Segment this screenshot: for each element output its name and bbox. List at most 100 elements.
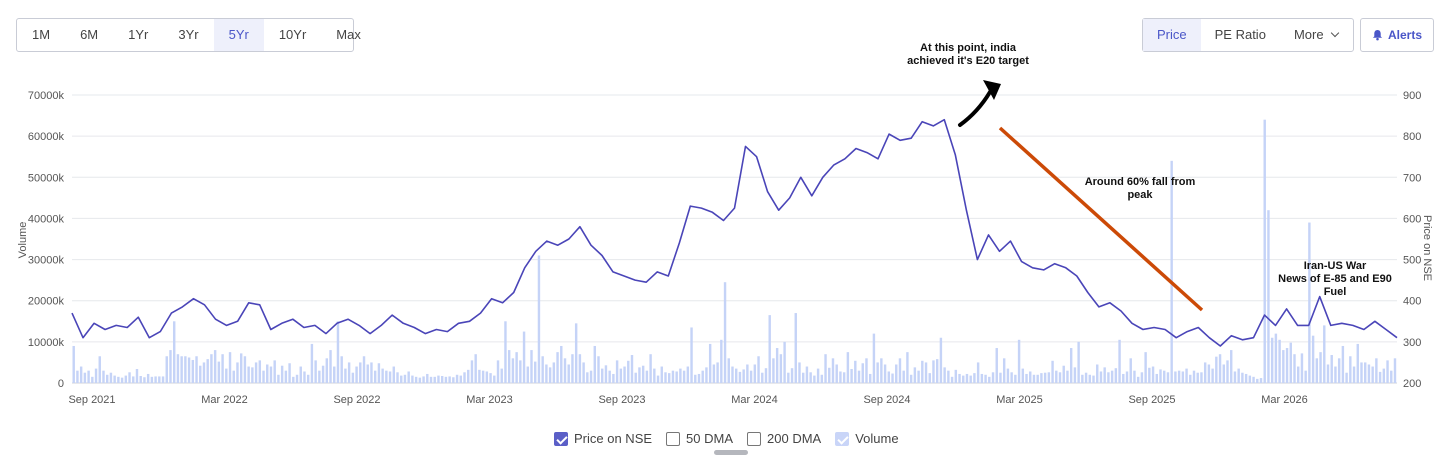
volume-bar [1263, 119, 1266, 383]
volume-bar [801, 372, 805, 383]
pe-ratio-button[interactable]: PE Ratio [1214, 27, 1266, 42]
legend-200dma-toggle[interactable]: 200 DMA [747, 431, 821, 446]
volume-bar [660, 366, 663, 383]
volume-bar [113, 375, 116, 383]
volume-bar [478, 369, 481, 383]
volume-bar [366, 364, 369, 383]
price-button[interactable]: Price [1143, 19, 1201, 51]
y-right-tick-label: 200 [1403, 378, 1421, 390]
volume-bar [943, 367, 946, 383]
volume-bar [1136, 376, 1140, 383]
legend-50dma-toggle[interactable]: 50 DMA [666, 431, 733, 446]
range-button-10yr[interactable]: 10Yr [278, 27, 307, 42]
volume-bar [485, 371, 489, 383]
range-button-3yr[interactable]: 3Yr [178, 27, 199, 42]
x-tick-label: Sep 2023 [598, 394, 645, 406]
volume-bar [258, 360, 262, 383]
volume-bar [321, 365, 325, 383]
scrollbar-handle[interactable] [714, 450, 748, 455]
volume-bar [1311, 335, 1315, 383]
volume-bar [1308, 222, 1311, 383]
volume-bar [1315, 358, 1319, 383]
volume-bar [630, 355, 634, 383]
range-button-max[interactable]: Max [336, 27, 361, 42]
volume-bar [731, 366, 734, 383]
volume-bar [1077, 341, 1080, 383]
y-right-tick-label: 700 [1403, 172, 1421, 184]
volume-bar [909, 374, 913, 383]
volume-bar [429, 376, 433, 383]
volume-bar [627, 360, 630, 383]
volume-bar [872, 333, 876, 383]
volume-bar [1367, 364, 1371, 383]
volume-bar [340, 356, 343, 383]
volume-bar [593, 345, 596, 383]
alerts-button[interactable]: Alerts [1360, 18, 1434, 52]
volume-bar [1159, 369, 1162, 383]
volume-bar [1110, 370, 1114, 383]
y-left-tick-label: 30000k [28, 255, 65, 267]
volume-bar [772, 358, 775, 383]
volume-bar [935, 359, 939, 383]
volume-bar [976, 362, 980, 383]
volume-bar [1326, 364, 1330, 383]
volume-bar [455, 374, 459, 383]
more-dropdown[interactable]: More [1280, 19, 1352, 51]
volume-bar [1166, 372, 1170, 383]
volume-bar [176, 354, 180, 383]
volume-bar [1218, 354, 1222, 383]
volume-bar [567, 364, 570, 383]
volume-bar [202, 362, 206, 383]
volume-bar [775, 348, 779, 383]
range-button-5yr[interactable]: 5Yr [213, 19, 264, 51]
legend-volume-toggle[interactable]: Volume [835, 431, 899, 446]
volume-bar [1133, 370, 1136, 383]
volume-bar [809, 372, 812, 383]
volume-bar [519, 360, 522, 383]
volume-bar [679, 368, 682, 383]
volume-bar [779, 354, 783, 383]
volume-bar [816, 368, 820, 383]
range-button-1m[interactable]: 1M [32, 27, 51, 42]
volume-bar [988, 376, 991, 383]
volume-bar [1029, 371, 1032, 383]
volume-bar [1047, 372, 1051, 383]
volume-bar [120, 377, 124, 383]
volume-bar [571, 354, 574, 383]
volume-bar [1378, 371, 1382, 383]
volume-bar [1014, 374, 1017, 383]
volume-bar [385, 370, 388, 383]
volume-bar [504, 321, 507, 383]
volume-bar [1319, 352, 1322, 383]
bell-icon [1372, 29, 1383, 41]
volume-bar [1099, 371, 1103, 383]
x-tick-label: Sep 2021 [68, 394, 115, 406]
volume-bar [266, 364, 269, 383]
legend-price-toggle[interactable]: Price on NSE [554, 431, 652, 446]
volume-bar [824, 354, 827, 383]
volume-bar [511, 358, 515, 383]
volume-bar [1036, 374, 1039, 383]
volume-bar [325, 358, 329, 383]
volume-bar [1032, 374, 1036, 383]
volume-bar [895, 364, 898, 383]
volume-bar [1323, 325, 1326, 383]
volume-bar [232, 370, 235, 383]
volume-bar [932, 360, 935, 383]
volume-bar [206, 359, 209, 383]
volume-bar [135, 369, 139, 383]
volume-bar [292, 376, 295, 383]
volume-bar [839, 371, 842, 383]
range-button-1yr[interactable]: 1Yr [128, 27, 149, 42]
volume-bar [98, 356, 101, 383]
volume-bar [1360, 362, 1363, 383]
volume-bar [91, 376, 94, 383]
volume-bar [243, 356, 247, 383]
volume-bar [1375, 358, 1378, 383]
range-button-6m[interactable]: 6M [80, 27, 99, 42]
volume-bar [1125, 371, 1129, 383]
annotation-iran-us-war: Iran-US War [1304, 260, 1367, 272]
volume-bar [560, 345, 563, 383]
volume-bar [1174, 371, 1177, 383]
volume-bar [917, 370, 920, 383]
